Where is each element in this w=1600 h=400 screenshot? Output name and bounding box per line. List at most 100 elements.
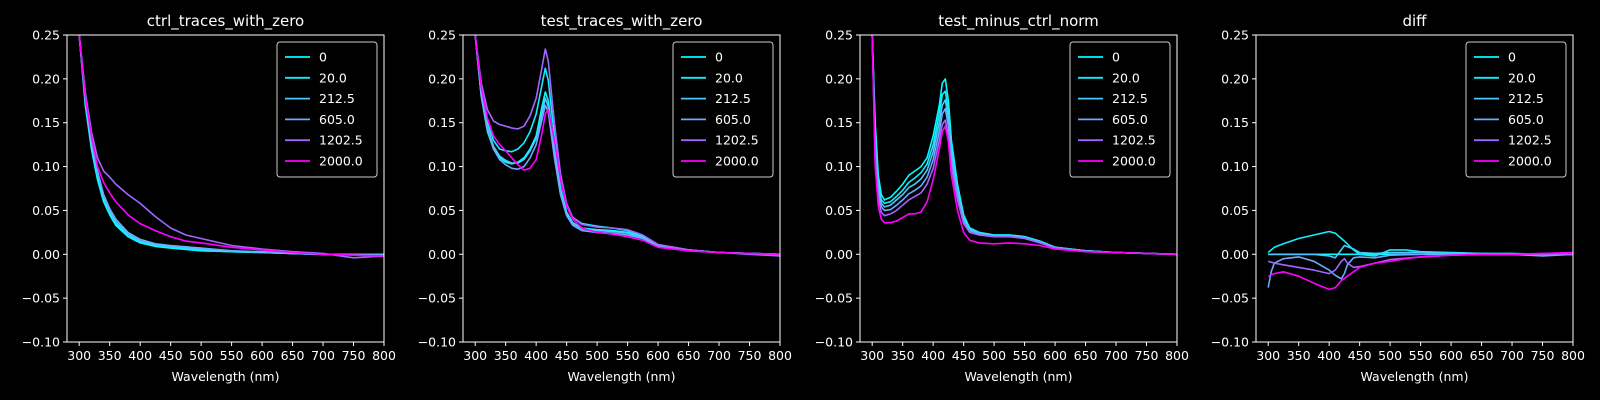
series-line-3: [871, 35, 1177, 256]
y-tick-label: 0.20: [32, 71, 60, 86]
y-tick-label: 0.20: [428, 71, 456, 86]
x-tick-label: 650: [1074, 348, 1098, 363]
x-tick-label: 750: [1135, 348, 1159, 363]
y-tick-label: 0.05: [825, 203, 853, 218]
y-tick-label: 0.00: [428, 247, 456, 262]
legend-label: 605.0: [319, 112, 355, 127]
series-group: [78, 35, 384, 259]
x-tick-label: 400: [524, 348, 548, 363]
x-tick-label: 300: [860, 348, 884, 363]
x-tick-label: 350: [1287, 348, 1311, 363]
legend-label: 20.0: [1112, 70, 1140, 85]
x-axis-label: Wavelength (nm): [172, 369, 280, 384]
y-tick-label: −0.05: [1211, 291, 1249, 306]
y-tick-label: 0.20: [1221, 71, 1249, 86]
legend-label: 212.5: [319, 91, 355, 106]
legend-label: 212.5: [1508, 91, 1544, 106]
legend-label: 0: [1508, 50, 1516, 65]
legend-label: 605.0: [1112, 112, 1148, 127]
legend: 0 20.0 212.5 605.0 1202.5 2000.0: [1069, 41, 1171, 178]
legend-label: 605.0: [715, 112, 751, 127]
y-tick-label: −0.05: [418, 291, 456, 306]
x-tick-label: 450: [952, 348, 976, 363]
x-tick-label: 350: [891, 348, 915, 363]
legend-label: 20.0: [1508, 70, 1536, 85]
legend: 0 20.0 212.5 605.0 1202.5 2000.0: [276, 41, 378, 178]
y-tick-label: 0.15: [1221, 115, 1249, 130]
chart-panel-3: 0.25 0.20 0.15 0.10 0.05 0.00 −0.05 −0.10 300 350…: [1211, 12, 1585, 384]
x-tick-label: 650: [281, 348, 305, 363]
x-tick-label: 800: [1165, 348, 1189, 363]
y-tick-label: −0.05: [22, 291, 60, 306]
y-tick-label: 0.15: [428, 115, 456, 130]
x-tick-label: 550: [1409, 348, 1433, 363]
legend-label: 1202.5: [1508, 133, 1552, 148]
series-line-5: [1267, 251, 1573, 291]
legend-label: 1202.5: [319, 133, 363, 148]
x-tick-label: 350: [98, 348, 122, 363]
legend-label: 212.5: [715, 91, 751, 106]
x-tick-label: 600: [250, 348, 274, 363]
chart-title: ctrl_traces_with_zero: [147, 12, 304, 31]
y-tick-label: 0.15: [825, 115, 853, 130]
chart-title: test_minus_ctrl_norm: [938, 12, 1099, 31]
axes-frame: [462, 34, 781, 343]
legend-label: 2000.0: [319, 154, 363, 169]
x-axis-label: Wavelength (nm): [568, 369, 676, 384]
legend-label: 2000.0: [1112, 154, 1156, 169]
x-tick-label: 600: [1439, 348, 1463, 363]
y-tick-label: −0.10: [1211, 335, 1249, 350]
y-tick-label: 0.00: [32, 247, 60, 262]
x-tick-label: 750: [1531, 348, 1555, 363]
x-tick-label: 800: [372, 348, 396, 363]
x-tick-label: 400: [1317, 348, 1341, 363]
y-tick-label: −0.10: [22, 335, 60, 350]
chart-title: test_traces_with_zero: [541, 12, 703, 31]
legend-label: 1202.5: [1112, 133, 1156, 148]
series-line-4: [474, 35, 780, 257]
x-tick-label: 700: [1500, 348, 1524, 363]
series-line-4: [871, 35, 1177, 256]
legend-label: 2000.0: [715, 154, 759, 169]
x-axis-label: Wavelength (nm): [965, 369, 1073, 384]
y-tick-label: 0.10: [32, 159, 60, 174]
series-group: [474, 35, 780, 257]
x-tick-label: 400: [128, 348, 152, 363]
x-tick-label: 450: [159, 348, 183, 363]
series-line-5: [474, 35, 780, 256]
y-tick-label: 0.10: [428, 159, 456, 174]
chart-panel-2: 0.25 0.20 0.15 0.10 0.05 0.00 −0.05 −0.10 300 350…: [815, 12, 1189, 384]
x-tick-label: 500: [585, 348, 609, 363]
chart-panel-0: 0.25 0.20 0.15 0.10 0.05 0.00 −0.05 −0.10 300 350…: [22, 12, 396, 384]
axes-frame: [66, 34, 385, 343]
legend: 0 20.0 212.5 605.0 1202.5 2000.0: [1465, 41, 1567, 178]
legend-label: 0: [319, 50, 327, 65]
legend-label: 605.0: [1508, 112, 1544, 127]
y-tick-label: −0.05: [815, 291, 853, 306]
x-tick-label: 400: [921, 348, 945, 363]
x-tick-label: 500: [982, 348, 1006, 363]
series-group: [871, 35, 1177, 256]
y-tick-label: 0.10: [825, 159, 853, 174]
x-tick-label: 350: [494, 348, 518, 363]
x-tick-label: 300: [67, 348, 91, 363]
legend-box: [276, 41, 378, 178]
series-line-1: [871, 35, 1177, 256]
legend-box: [1069, 41, 1171, 178]
x-tick-label: 450: [1348, 348, 1372, 363]
legend-label: 2000.0: [1508, 154, 1552, 169]
y-tick-label: 0.25: [825, 28, 853, 43]
x-tick-label: 750: [342, 348, 366, 363]
y-tick-label: 0.00: [1221, 247, 1249, 262]
y-tick-label: 0.10: [1221, 159, 1249, 174]
y-tick-label: −0.10: [418, 335, 456, 350]
legend-label: 212.5: [1112, 91, 1148, 106]
x-tick-label: 600: [1043, 348, 1067, 363]
x-tick-label: 650: [677, 348, 701, 363]
legend-label: 0: [715, 50, 723, 65]
y-tick-label: 0.25: [32, 28, 60, 43]
legend-label: 20.0: [319, 70, 347, 85]
series-line-5: [871, 35, 1177, 256]
x-tick-label: 700: [707, 348, 731, 363]
series-line-3: [474, 35, 780, 256]
